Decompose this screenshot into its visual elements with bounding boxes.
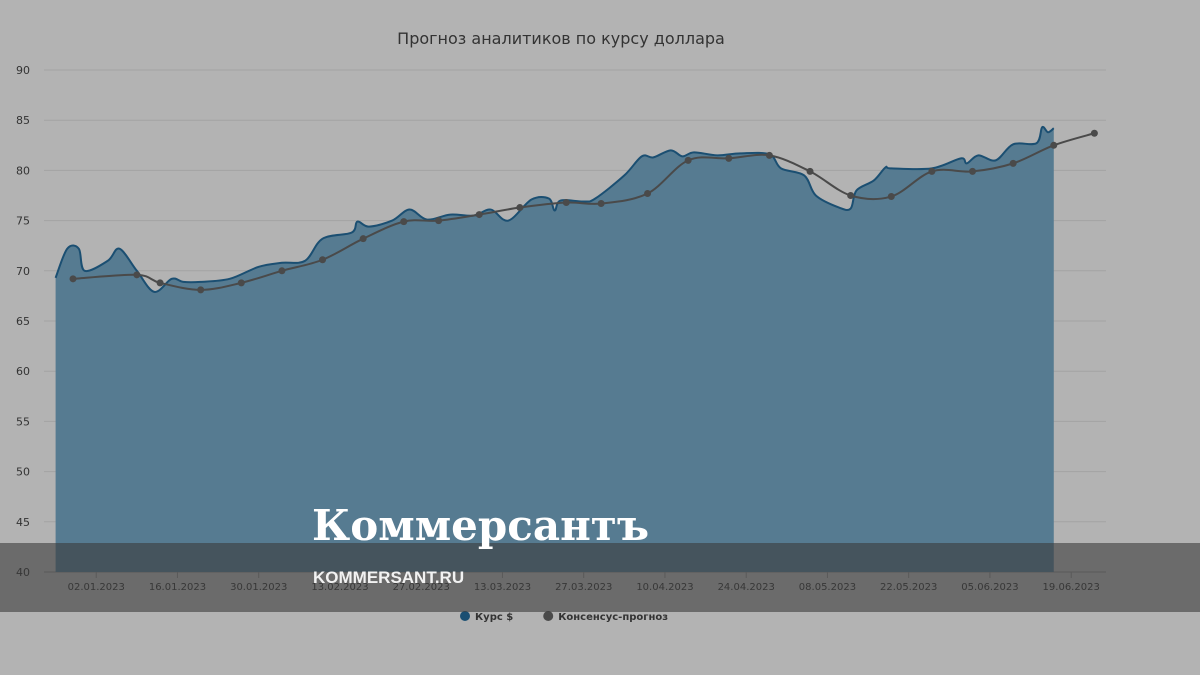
point — [516, 204, 524, 212]
point — [133, 271, 141, 279]
point — [435, 217, 443, 225]
area-line — [54, 125, 1055, 293]
y-tick-label: 75 — [16, 215, 30, 228]
legend-marker — [460, 611, 470, 621]
point — [847, 192, 855, 199]
y-tick-label: 55 — [16, 415, 30, 428]
y-tick-label: 50 — [16, 466, 30, 479]
point — [197, 286, 205, 294]
y-tick-label: 80 — [16, 164, 30, 177]
point — [237, 279, 245, 287]
point — [69, 275, 77, 283]
legend-label: Консенсус-прогноз — [558, 612, 668, 623]
watermark-logo: Коммерсантъ — [312, 501, 649, 550]
point — [597, 200, 605, 208]
y-tick-label: 85 — [16, 114, 30, 127]
point — [319, 256, 327, 264]
legend-marker — [543, 611, 554, 621]
watermark-site: KOMMERSANT.RU — [313, 568, 464, 587]
y-tick-label: 45 — [16, 516, 30, 529]
point — [1090, 129, 1098, 137]
point — [1009, 159, 1017, 167]
legend-item: Курс $ — [460, 611, 513, 623]
point — [562, 199, 570, 207]
y-tick-label: 90 — [16, 64, 30, 77]
point — [156, 279, 164, 287]
point — [806, 167, 814, 175]
y-tick-label: 65 — [16, 315, 30, 328]
point — [359, 235, 367, 243]
legend-item: Консенсус-прогноз — [543, 611, 668, 623]
point — [400, 218, 408, 226]
point — [684, 156, 692, 164]
point — [765, 151, 773, 159]
area-fill — [55, 126, 1054, 573]
point — [725, 154, 733, 162]
point — [278, 267, 286, 275]
point — [887, 193, 895, 201]
point — [1050, 141, 1058, 149]
point — [928, 167, 936, 175]
legend-label: Курс $ — [475, 612, 513, 623]
y-tick-label: 60 — [16, 365, 30, 378]
point — [969, 167, 977, 175]
point — [475, 211, 483, 219]
chart-title: Прогноз аналитиков по курсу доллара — [397, 29, 725, 48]
watermark-band — [0, 543, 1200, 612]
y-tick-label: 70 — [16, 265, 30, 278]
point — [644, 189, 652, 197]
